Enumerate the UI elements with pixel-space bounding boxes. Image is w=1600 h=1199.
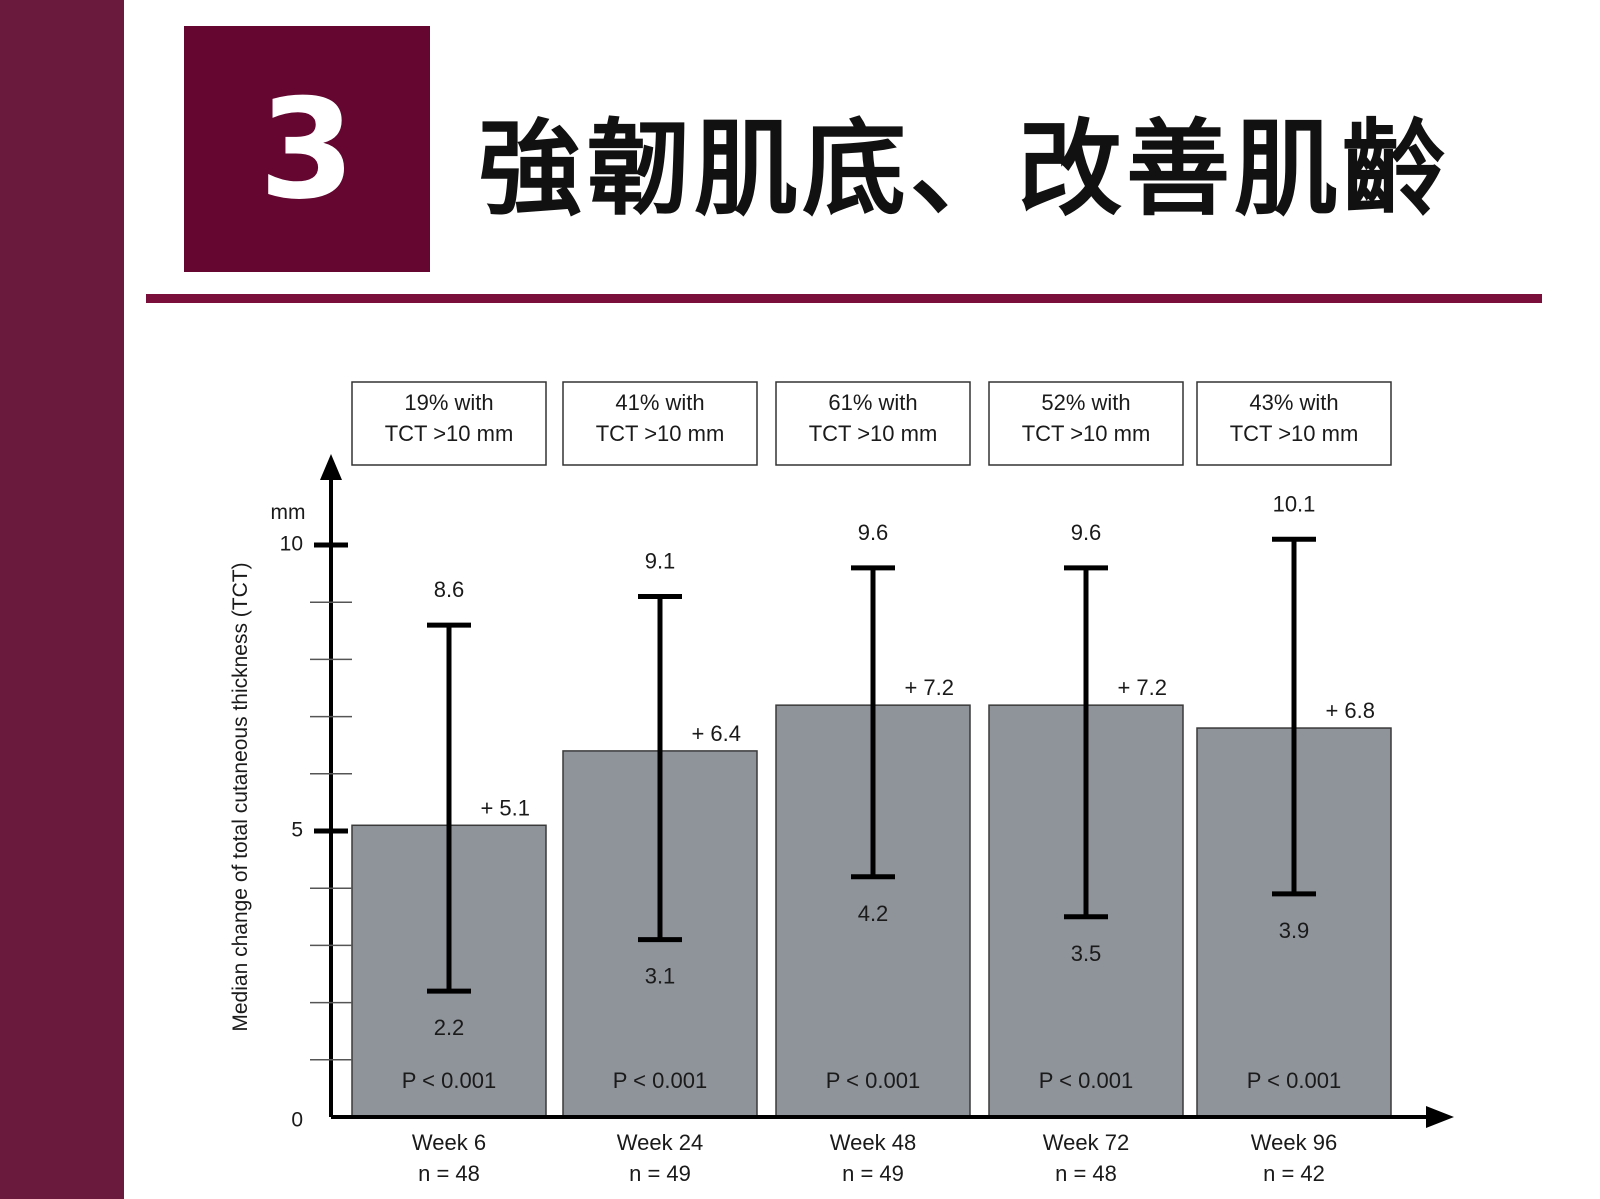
tct-box-line2: TCT >10 mm <box>596 421 725 446</box>
high-label: 9.6 <box>1071 520 1102 545</box>
low-label: 3.1 <box>645 964 676 989</box>
tct-box-line2: TCT >10 mm <box>809 421 938 446</box>
y-tick-label: 5 <box>291 819 303 842</box>
left-accent-band <box>0 0 124 1199</box>
sample-size-label: n = 48 <box>1055 1161 1117 1186</box>
x-tick-label: Week 6 <box>412 1130 486 1155</box>
value-label: + 7.2 <box>904 675 954 700</box>
title-divider <box>146 294 1542 303</box>
tct-box <box>988 381 1184 466</box>
p-value: P < 0.001 <box>402 1068 496 1093</box>
x-tick-label: Week 96 <box>1251 1130 1337 1155</box>
value-label: + 6.8 <box>1325 698 1375 723</box>
x-tick-label: Week 48 <box>830 1130 916 1155</box>
section-number-badge: 3 <box>184 26 430 272</box>
page-title: 強韌肌底、改善肌齡 <box>478 108 1451 230</box>
tct-box-line1: 43% with <box>1249 390 1338 415</box>
sample-size-label: n = 49 <box>629 1161 691 1186</box>
low-label: 3.5 <box>1071 941 1102 966</box>
value-label: + 5.1 <box>480 795 530 820</box>
tct-box-line1: 61% with <box>828 390 917 415</box>
sample-size-label: n = 48 <box>418 1161 480 1186</box>
tct-box-line1: 52% with <box>1041 390 1130 415</box>
y-tick-label: 10 <box>280 533 303 556</box>
p-value: P < 0.001 <box>826 1068 920 1093</box>
tct-box <box>1196 381 1392 466</box>
tct-box-line2: TCT >10 mm <box>1022 421 1151 446</box>
x-axis-arrow-icon <box>1426 1106 1454 1128</box>
sample-size-label: n = 49 <box>842 1161 904 1186</box>
x-tick-label: Week 24 <box>617 1130 703 1155</box>
section-number: 3 <box>258 68 356 230</box>
low-label: 4.2 <box>858 901 889 926</box>
tct-box-line2: TCT >10 mm <box>385 421 514 446</box>
x-tick-label: Week 72 <box>1043 1130 1129 1155</box>
tct-box <box>351 381 547 466</box>
p-value: P < 0.001 <box>1039 1068 1133 1093</box>
p-value: P < 0.001 <box>1247 1068 1341 1093</box>
tct-box-line2: TCT >10 mm <box>1230 421 1359 446</box>
bar <box>775 704 971 1118</box>
y-axis-arrow-icon <box>320 454 342 480</box>
tct-box-line1: 19% with <box>404 390 493 415</box>
high-label: 9.6 <box>858 520 889 545</box>
high-label: 8.6 <box>434 577 465 602</box>
high-label: 10.1 <box>1273 491 1316 516</box>
sample-size-label: n = 42 <box>1263 1161 1325 1186</box>
y-axis-unit: mm <box>271 501 306 524</box>
high-label: 9.1 <box>645 548 676 573</box>
y-axis-title: Median change of total cutaneous thickne… <box>229 562 252 1031</box>
low-label: 3.9 <box>1279 918 1310 943</box>
value-label: + 7.2 <box>1117 675 1167 700</box>
value-label: + 6.4 <box>691 721 741 746</box>
y-tick-label: 0 <box>291 1109 303 1132</box>
low-label: 2.2 <box>434 1015 465 1040</box>
tct-box <box>562 381 758 466</box>
tct-box-line1: 41% with <box>615 390 704 415</box>
tct-box <box>775 381 971 466</box>
p-value: P < 0.001 <box>613 1068 707 1093</box>
